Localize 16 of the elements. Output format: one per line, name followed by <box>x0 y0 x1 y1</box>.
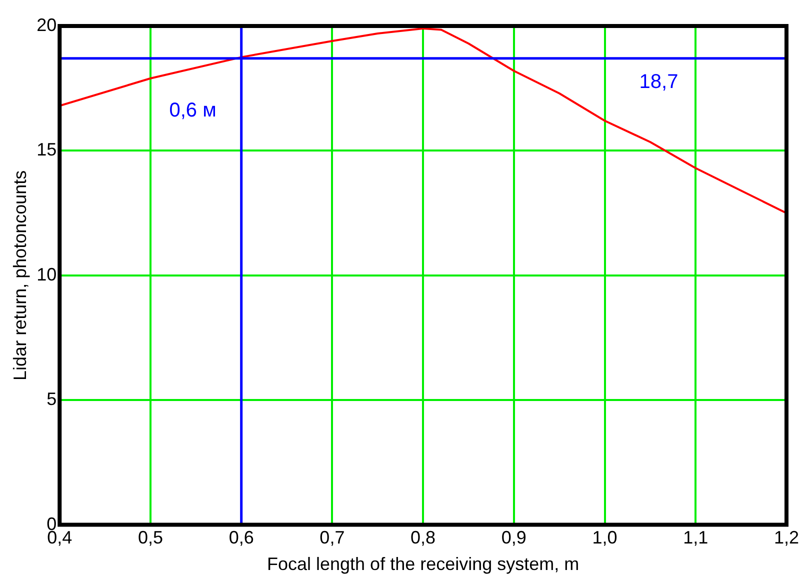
x-tick-label: 0,7 <box>320 528 345 548</box>
x-tick-label: 1,0 <box>592 528 618 548</box>
x-tick-label: 1,2 <box>774 528 800 548</box>
x-tick-label: 0,5 <box>138 528 163 548</box>
y-tick-label: 5 <box>46 389 57 410</box>
y-axis-title: Lidar return, photoncounts <box>10 170 30 380</box>
x-tick-label: 1,1 <box>683 528 708 548</box>
ref-line-label: 0,6 м <box>169 99 216 122</box>
y-tick-label: 20 <box>36 14 57 35</box>
y-tick-label: 10 <box>36 264 57 284</box>
y-tick-label: 15 <box>36 140 57 160</box>
x-axis-title: Focal length of the receiving system, m <box>266 554 580 574</box>
x-tick-label: 0,6 <box>228 528 254 548</box>
x-tick-label: 0,9 <box>501 528 526 548</box>
x-tick-label: 0,8 <box>410 528 436 548</box>
ref-line-label: 18,7 <box>639 70 678 93</box>
